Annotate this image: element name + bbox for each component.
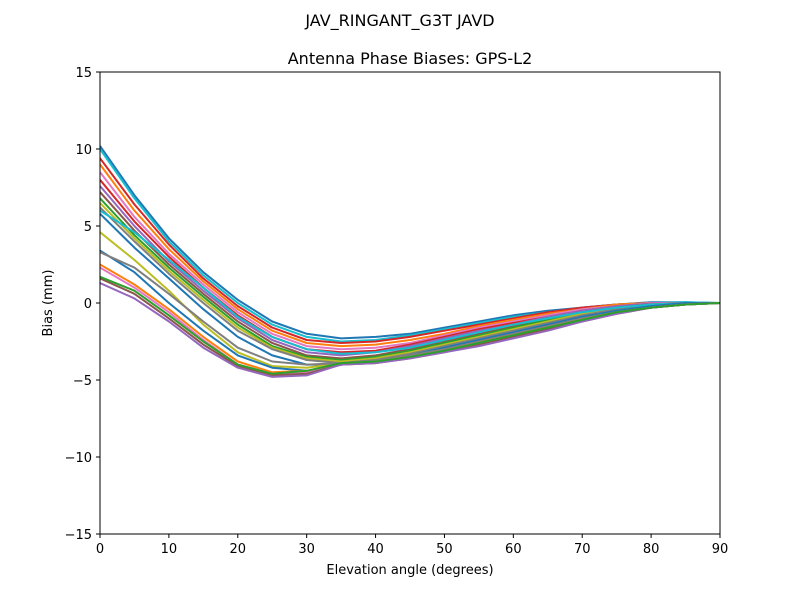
series-line-4 <box>100 163 720 348</box>
x-tick-label: 20 <box>230 542 247 557</box>
y-tick-label: 0 <box>84 297 92 312</box>
x-tick-label: 10 <box>161 542 178 557</box>
series-line-12 <box>100 209 720 355</box>
x-axis: 0 10 20 30 40 50 60 70 80 90 <box>96 534 728 557</box>
x-tick-label: 30 <box>298 542 315 557</box>
y-tick-label: −15 <box>65 528 92 543</box>
x-tick-label: 40 <box>367 542 384 557</box>
x-tick-label: 60 <box>505 542 522 557</box>
x-tick-label: 0 <box>96 542 104 557</box>
y-axis: −15 −10 −5 0 5 10 15 <box>65 66 100 543</box>
series-line-20 <box>100 282 720 378</box>
x-tick-label: 90 <box>712 542 729 557</box>
chart-title: Antenna Phase Biases: GPS-L2 <box>288 49 533 68</box>
x-tick-label: 70 <box>574 542 591 557</box>
series-line-21 <box>100 275 720 375</box>
x-tick-label: 80 <box>643 542 660 557</box>
y-tick-label: −5 <box>73 374 92 389</box>
series-line-7 <box>100 185 720 357</box>
y-tick-label: −10 <box>65 451 92 466</box>
series-line-11 <box>100 206 720 365</box>
y-tick-label: 15 <box>75 66 92 81</box>
y-tick-label: 5 <box>84 220 92 235</box>
y-axis-label: Bias (mm) <box>41 270 56 337</box>
chart-suptitle: JAV_RINGANT_G3T JAVD <box>304 11 494 31</box>
x-tick-label: 50 <box>436 542 453 557</box>
y-tick-label: 10 <box>75 143 92 158</box>
plot-area <box>100 145 720 378</box>
x-axis-label: Elevation angle (degrees) <box>326 563 493 578</box>
